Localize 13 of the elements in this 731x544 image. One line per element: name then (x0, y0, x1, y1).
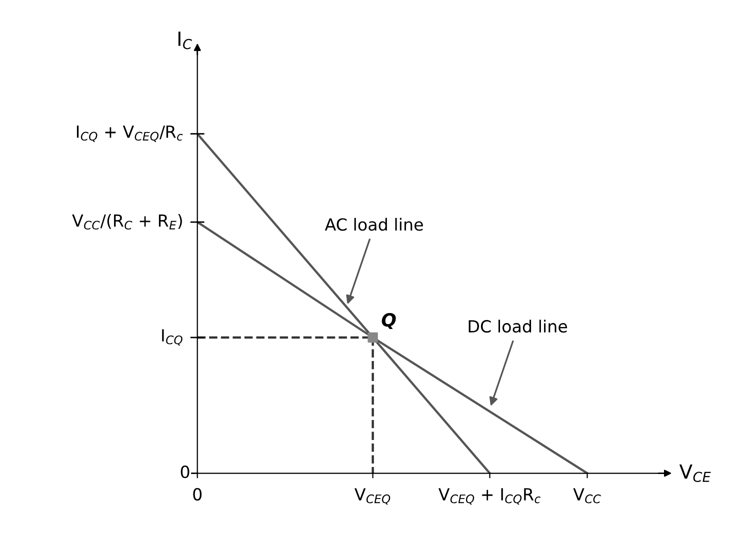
y-axis-title: I$_{C}$ (178, 32, 192, 50)
x-tick-label: 0 (193, 488, 202, 501)
x-axis-title: V$_{CE}$ (679, 464, 711, 482)
annotation: 0 (180, 466, 190, 478)
x-tick-label: V$_{CEQ}$ (354, 488, 390, 505)
annotation: AC load line (324, 218, 423, 231)
annotation: I$_{CQ}$ + V$_{CEQ}$/R$_{c}$ (76, 126, 183, 142)
annotation: DC load line (468, 320, 568, 333)
x-tick-label: V$_{CEQ}$ + I$_{CQ}$R$_{c}$ (438, 488, 540, 505)
x-tick-label: V$_{CC}$ (573, 488, 601, 504)
annotation: Q (382, 312, 396, 330)
annotation: I$_{CQ}$ (162, 329, 182, 346)
annotation: V$_{CC}$/(R$_{C}$ + R$_{E}$) (72, 214, 182, 230)
